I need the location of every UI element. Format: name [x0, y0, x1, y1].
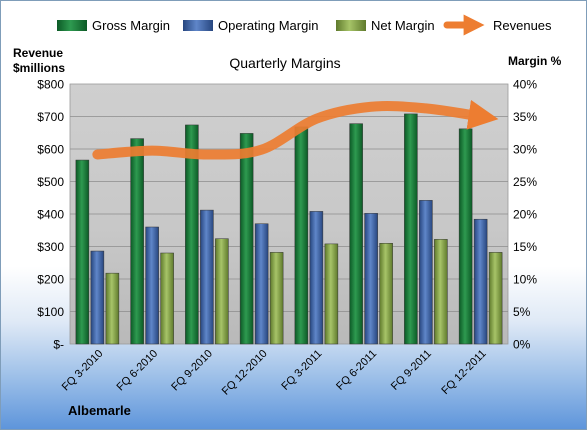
bar-net-margin	[215, 238, 229, 345]
legend-label-gross-margin: Gross Margin	[92, 18, 170, 33]
right-tick-label: 15%	[513, 240, 537, 254]
revenue-line	[92, 99, 499, 160]
bar-net-margin	[160, 252, 174, 345]
legend: Gross Margin Operating Margin Net Margin…	[57, 14, 552, 36]
bar-net-margin	[434, 239, 448, 345]
right-tick-label: 30%	[513, 143, 537, 157]
left-tick-label: $700	[37, 110, 64, 124]
bar-gross-margin	[130, 138, 144, 345]
bar-net-margin	[324, 243, 339, 345]
right-tick-label: 40%	[513, 78, 537, 92]
bars	[75, 113, 503, 345]
left-tick-label: $-	[53, 338, 64, 352]
bar-operating-margin	[254, 223, 269, 345]
revenues-line-path	[92, 99, 499, 160]
x-tick-label: FQ 9-2011	[389, 348, 434, 393]
bar-net-margin	[379, 243, 393, 345]
right-axis-label: Margin %	[508, 54, 562, 68]
left-axis-label-line2: $millions	[13, 61, 65, 75]
bar-operating-margin	[90, 250, 105, 345]
legend-label-operating-margin: Operating Margin	[218, 18, 318, 33]
x-tick-label: FQ 3-2011	[279, 348, 324, 393]
x-tick-label: FQ 9-2010	[169, 348, 215, 394]
bar-gross-margin	[349, 123, 363, 345]
left-tick-label: $500	[37, 175, 64, 189]
bar-operating-margin	[200, 209, 214, 345]
bar-net-margin	[488, 252, 503, 345]
legend-label-net-margin: Net Margin	[371, 18, 435, 33]
right-tick-label: 35%	[513, 110, 537, 124]
bar-operating-margin	[364, 213, 378, 345]
x-axis-ticks: FQ 3-2010 FQ 6-2010 FQ 9-2010 FQ 12-2010 FQ …	[60, 348, 489, 398]
right-axis-ticks: 0% 5% 10% 15% 20% 25% 30% 35% 40%	[513, 78, 537, 352]
bar-operating-margin	[145, 226, 159, 345]
left-tick-label: $600	[37, 143, 64, 157]
right-tick-label: 20%	[513, 208, 537, 222]
chart-title: Quarterly Margins	[229, 55, 340, 71]
left-tick-label: $800	[37, 78, 64, 92]
bar-gross-margin	[294, 126, 309, 345]
bar-gross-margin	[75, 159, 90, 345]
bar-operating-margin	[473, 218, 488, 345]
bar-operating-margin	[419, 200, 433, 345]
bar-net-margin	[269, 252, 284, 345]
right-tick-label: 25%	[513, 175, 537, 189]
right-tick-label: 10%	[513, 273, 537, 287]
bar-gross-margin	[404, 113, 418, 345]
company-name: Albemarle	[68, 403, 131, 418]
x-tick-label: FQ 3-2010	[60, 348, 106, 394]
left-tick-label: $400	[37, 208, 64, 222]
bar-gross-margin	[239, 133, 254, 345]
left-tick-label: $100	[37, 305, 64, 319]
x-tick-label: FQ 6-2010	[115, 348, 161, 394]
bar-gross-margin	[185, 124, 199, 345]
legend-swatch-operating-margin	[183, 20, 213, 31]
bar-net-margin	[105, 272, 120, 345]
legend-label-revenues: Revenues	[493, 18, 552, 33]
x-tick-label: FQ 6-2011	[334, 348, 379, 393]
left-axis-label-line1: Revenue	[13, 46, 63, 60]
x-tick-label: FQ 12-2011	[439, 348, 488, 397]
legend-swatch-net-margin	[336, 20, 366, 31]
bar-operating-margin	[309, 211, 324, 345]
left-tick-label: $200	[37, 273, 64, 287]
bar-gross-margin	[458, 128, 473, 345]
left-axis-ticks: $- $100 $200 $300 $400 $500 $600 $700 $800	[37, 78, 64, 352]
right-tick-label: 5%	[513, 305, 531, 319]
legend-swatch-gross-margin	[57, 20, 87, 31]
x-tick-label: FQ 12-2010	[220, 348, 270, 398]
right-tick-label: 0%	[513, 338, 531, 352]
left-tick-label: $300	[37, 240, 64, 254]
